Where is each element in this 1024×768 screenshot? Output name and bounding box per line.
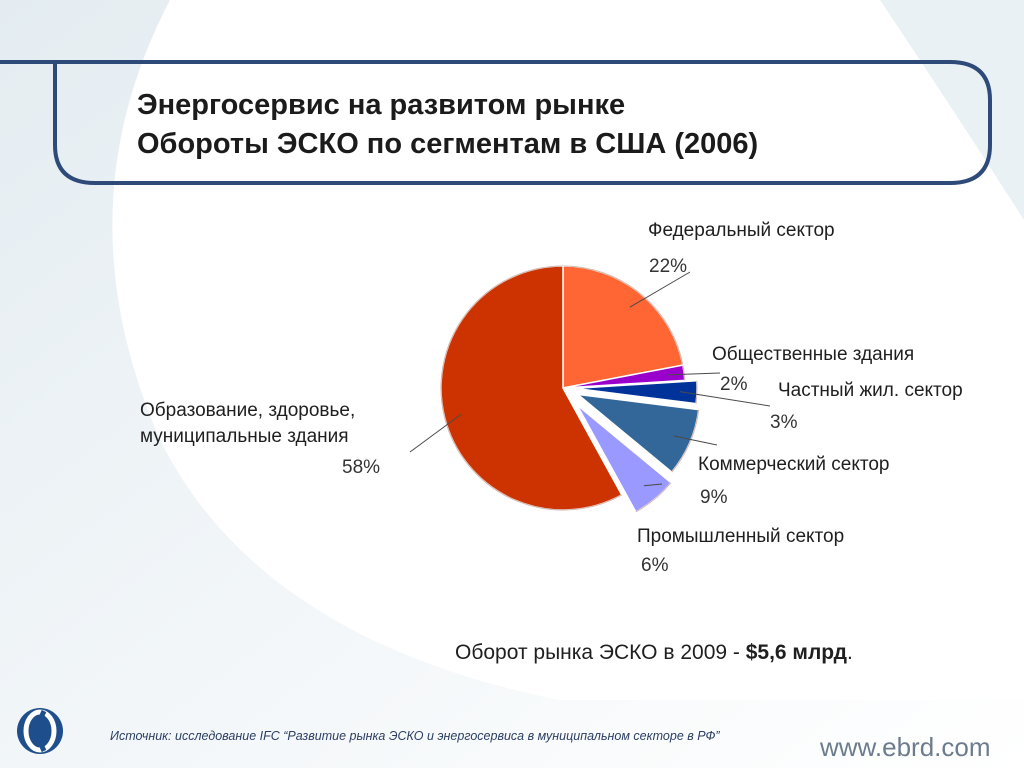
leader-line-4	[643, 483, 663, 487]
label-public-buildings: Общественные здания	[712, 344, 915, 365]
website-url[interactable]: www.ebrd.com	[820, 732, 991, 762]
label-commercial: Коммерческий сектор	[698, 454, 890, 475]
pct-private-housing: 3%	[770, 412, 798, 433]
pie-slice-5	[440, 265, 623, 511]
pie-slice-3	[575, 393, 700, 474]
title-line-1: Энергосервис на развитом рынке	[137, 89, 626, 121]
pie-slice-edge-4	[635, 482, 672, 513]
pie-slice-0	[562, 265, 684, 389]
title-line-2: Обороты ЭСКО по сегментам в США (2006)	[137, 128, 759, 160]
label-industrial: Промышленный сектор	[637, 526, 845, 547]
ebrd-logo-icon	[17, 708, 63, 754]
turnover-value: $5,6 млрд	[745, 641, 847, 664]
pie-slice-2	[574, 379, 698, 405]
pct-commercial: 9%	[700, 487, 728, 508]
title-frame	[0, 60, 992, 185]
leader-line-1	[667, 372, 721, 376]
label-private-housing: Частный жил. сектор	[778, 380, 963, 401]
pie-slice-1	[562, 364, 686, 389]
leader-line-5	[409, 413, 462, 453]
leader-line-2	[679, 391, 771, 407]
pie-slice-edge-3	[671, 409, 700, 473]
source-note: Источник: исследование IFC “Развитие рын…	[110, 729, 720, 743]
label-federal: Федеральный сектор	[648, 220, 835, 241]
pct-federal: 22%	[649, 256, 688, 277]
pie-slice-edge-5	[440, 265, 623, 511]
pie-slice-edge-1	[682, 365, 686, 381]
pct-industrial: 6%	[641, 555, 669, 576]
label-education-health-municipal: Образование, здоровье, муниципальные зда…	[140, 400, 356, 447]
pct-public-buildings: 2%	[720, 374, 748, 395]
leader-line-0	[629, 271, 691, 308]
turnover-suffix: .	[846, 641, 853, 664]
market-turnover-note: Оборот рынка ЭСКО в 2009 - $5,6 млрд.	[455, 641, 853, 665]
pie-slice-edge-0	[562, 265, 684, 366]
pie-slice-edge-2	[695, 380, 698, 404]
turnover-prefix: Оборот рынка ЭСКО в 2009 -	[455, 641, 746, 664]
decorative-wash-right	[880, 0, 1024, 220]
slide-title: Энергосервис на развитом рынке Обороты Э…	[137, 86, 957, 164]
pct-education-health-municipal: 58%	[342, 457, 381, 478]
leader-line-3	[673, 435, 718, 446]
